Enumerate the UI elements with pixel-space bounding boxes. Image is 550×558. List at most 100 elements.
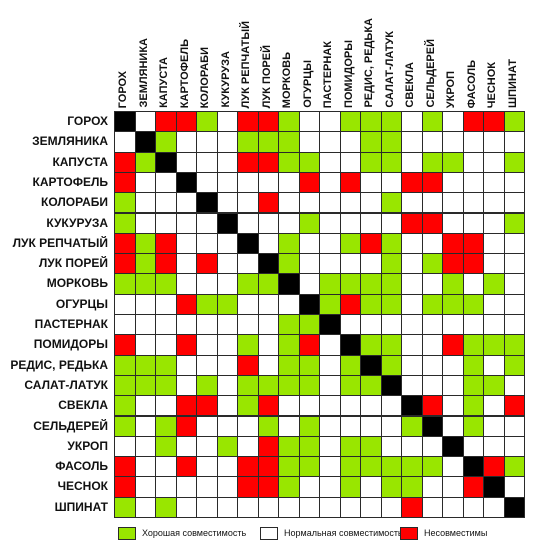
compatibility-cell — [462, 476, 484, 498]
compatibility-cell — [257, 131, 279, 153]
compatibility-cell — [339, 151, 361, 173]
compatibility-cell — [503, 415, 525, 437]
column-header: КОЛОРАБИ — [199, 46, 211, 108]
compatibility-cell — [278, 415, 300, 437]
compatibility-cell — [442, 131, 464, 153]
compatibility-cell — [155, 111, 177, 133]
compatibility-cell — [503, 273, 525, 295]
compatibility-cell — [134, 151, 156, 173]
compatibility-cell — [278, 212, 300, 234]
compatibility-cell — [196, 212, 218, 234]
compatibility-cell — [237, 415, 259, 437]
compatibility-cell — [503, 232, 525, 255]
compatibility-cell — [298, 374, 320, 397]
compatibility-cell — [298, 415, 320, 437]
compatibility-cell — [237, 435, 259, 458]
compatibility-cell — [483, 111, 505, 133]
column-header: ЧЕСНОК — [486, 61, 498, 108]
compatibility-cell — [196, 456, 218, 478]
row-header: САЛАТ-ЛАТУК — [24, 377, 108, 392]
compatibility-cell — [114, 415, 136, 437]
compatibility-cell — [319, 496, 341, 518]
compatibility-cell — [319, 111, 341, 133]
compatibility-cell — [462, 496, 484, 518]
compatibility-cell — [298, 232, 320, 255]
compatibility-cell — [114, 314, 136, 336]
row-header: ПОМИДОРЫ — [33, 337, 108, 352]
row-header: КАПУСТА — [52, 154, 108, 169]
column-header: КАРТОФЕЛЬ — [178, 38, 191, 108]
compatibility-cell — [216, 151, 238, 173]
legend-label-good: Хорошая совместимость — [142, 528, 247, 538]
compatibility-cell — [257, 496, 279, 518]
compatibility-cell — [257, 212, 279, 234]
compatibility-cell — [155, 415, 177, 437]
compatibility-cell — [503, 253, 525, 275]
compatibility-cell — [237, 314, 259, 336]
compatibility-cell — [175, 212, 197, 234]
compatibility-cell — [421, 395, 443, 417]
compatibility-cell — [483, 192, 505, 214]
compatibility-cell — [380, 435, 402, 458]
compatibility-cell — [421, 171, 443, 194]
compatibility-cell — [462, 374, 484, 397]
compatibility-cell — [175, 131, 197, 153]
compatibility-cell — [483, 435, 505, 458]
compatibility-cell — [196, 395, 218, 417]
diagonal-cell — [462, 456, 484, 478]
compatibility-cell — [462, 253, 484, 275]
compatibility-cell — [196, 415, 218, 437]
compatibility-cell — [216, 314, 238, 336]
compatibility-cell — [421, 354, 443, 376]
compatibility-cell — [114, 496, 136, 518]
compatibility-cell — [421, 314, 443, 336]
compatibility-cell — [339, 253, 361, 275]
compatibility-cell — [155, 334, 177, 356]
compatibility-cell — [462, 395, 484, 417]
compatibility-cell — [503, 171, 525, 194]
column-header: ЛУК РЕПЧАТЫЙ — [240, 20, 252, 108]
compatibility-cell — [155, 476, 177, 498]
compatibility-cell — [503, 456, 525, 478]
compatibility-cell — [216, 192, 238, 214]
compatibility-cell — [380, 476, 402, 498]
column-header: КАПУСТА — [158, 57, 170, 108]
diagonal-cell — [216, 212, 238, 234]
diagonal-cell — [380, 374, 402, 397]
compatibility-cell — [298, 151, 320, 173]
compatibility-cell — [134, 395, 156, 417]
compatibility-cell — [339, 354, 361, 376]
compatibility-cell — [298, 131, 320, 153]
column-header: СВЕКЛА — [404, 62, 416, 108]
compatibility-cell — [319, 131, 341, 153]
compatibility-cell — [421, 273, 443, 295]
compatibility-cell — [155, 435, 177, 458]
compatibility-cell — [237, 476, 259, 498]
compatibility-cell — [401, 192, 423, 214]
compatibility-cell — [421, 253, 443, 275]
compatibility-cell — [114, 334, 136, 356]
compatibility-cell — [421, 334, 443, 356]
compatibility-cell — [134, 293, 156, 315]
column-header: РЕДИС, РЕДЬКА — [363, 18, 375, 108]
compatibility-cell — [114, 374, 136, 397]
compatibility-cell — [401, 314, 423, 336]
row-header: КУКУРУЗА — [46, 215, 108, 230]
compatibility-cell — [360, 374, 382, 397]
compatibility-cell — [401, 232, 423, 255]
compatibility-cell — [442, 151, 464, 173]
compatibility-cell — [401, 111, 423, 133]
compatibility-cell — [462, 293, 484, 315]
compatibility-cell — [216, 273, 238, 295]
compatibility-cell — [503, 374, 525, 397]
compatibility-cell — [196, 435, 218, 458]
compatibility-cell — [257, 456, 279, 478]
compatibility-cell — [442, 273, 464, 295]
compatibility-cell — [155, 314, 177, 336]
compatibility-cell — [319, 273, 341, 295]
compatibility-cell — [155, 273, 177, 295]
compatibility-cell — [216, 395, 238, 417]
compatibility-cell — [380, 415, 402, 437]
compatibility-cell — [483, 314, 505, 336]
row-header: СВЕКЛА — [58, 398, 108, 413]
